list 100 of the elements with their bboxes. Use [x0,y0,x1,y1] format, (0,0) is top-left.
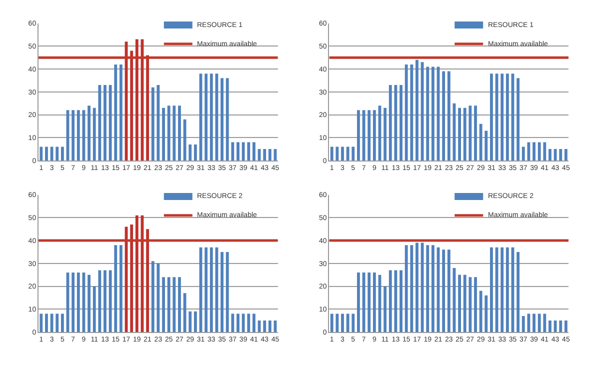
bar [172,277,176,332]
bar [442,250,446,332]
bar [178,106,181,160]
bar [527,314,530,332]
bar [484,295,488,332]
bar [236,314,240,332]
bar [543,142,546,160]
bar [548,320,552,332]
bar [400,270,402,332]
bar [341,146,344,160]
bar [532,314,536,332]
bar [50,314,54,332]
bar [60,314,64,332]
bar [151,261,154,332]
bar [357,110,360,160]
bar [114,245,118,332]
bar [120,245,122,332]
bar [420,62,424,160]
bar [522,146,525,160]
bar [188,144,192,160]
bar [357,272,360,332]
bar [458,108,461,160]
bar [447,71,450,160]
bar [76,272,80,332]
bar [167,277,170,332]
bar [204,247,208,332]
bar [330,146,334,160]
bar [72,272,75,332]
bar [474,277,477,332]
bar [45,146,48,160]
bar [162,108,165,160]
bar [468,106,472,160]
bar [394,270,398,332]
bar [538,142,541,160]
bar [506,74,509,160]
bar [50,146,54,160]
bar [231,142,234,160]
bar [532,142,536,160]
bar [352,146,355,160]
bar [268,320,272,332]
bar [341,314,344,332]
bar [442,71,446,160]
bar [416,242,418,332]
bar [506,247,509,332]
bar [151,87,154,160]
bar [88,106,90,160]
bar [92,108,96,160]
bar [242,142,245,160]
bar [400,85,402,160]
bar [554,320,557,332]
bar [527,142,530,160]
bar [522,316,525,332]
bar [178,277,181,332]
bar [384,286,387,332]
bar [458,274,461,332]
bar [263,149,266,160]
bar [252,314,256,332]
bar [183,293,186,332]
bar [500,74,504,160]
bar [538,314,541,332]
bar [516,252,520,332]
bar [98,85,102,160]
bar [104,85,106,160]
bar [247,314,250,332]
bar [72,110,75,160]
bar [194,311,197,332]
bar [183,119,186,160]
bar [426,245,430,332]
bar [484,130,488,160]
bar [426,66,430,160]
bar [156,263,160,332]
bar [346,314,350,332]
bar [220,252,224,332]
bar [88,274,90,332]
bar [352,314,355,332]
bar [268,149,272,160]
bar [500,247,504,332]
bar [548,149,552,160]
bar [60,146,64,160]
bar [45,314,48,332]
bar [564,320,568,332]
bar [108,270,112,332]
bar [172,106,176,160]
bar [194,144,197,160]
bar [346,146,350,160]
bar [554,149,557,160]
bar [559,149,562,160]
bar [463,274,466,332]
bar [330,314,334,332]
bar [404,245,408,332]
bar [490,247,493,332]
bar [231,314,234,332]
bar [210,247,213,332]
bar [40,314,43,332]
bar [242,314,245,332]
bar [204,74,208,160]
bar [447,250,450,332]
bar [56,146,59,160]
bar [404,64,408,160]
bar [247,142,250,160]
